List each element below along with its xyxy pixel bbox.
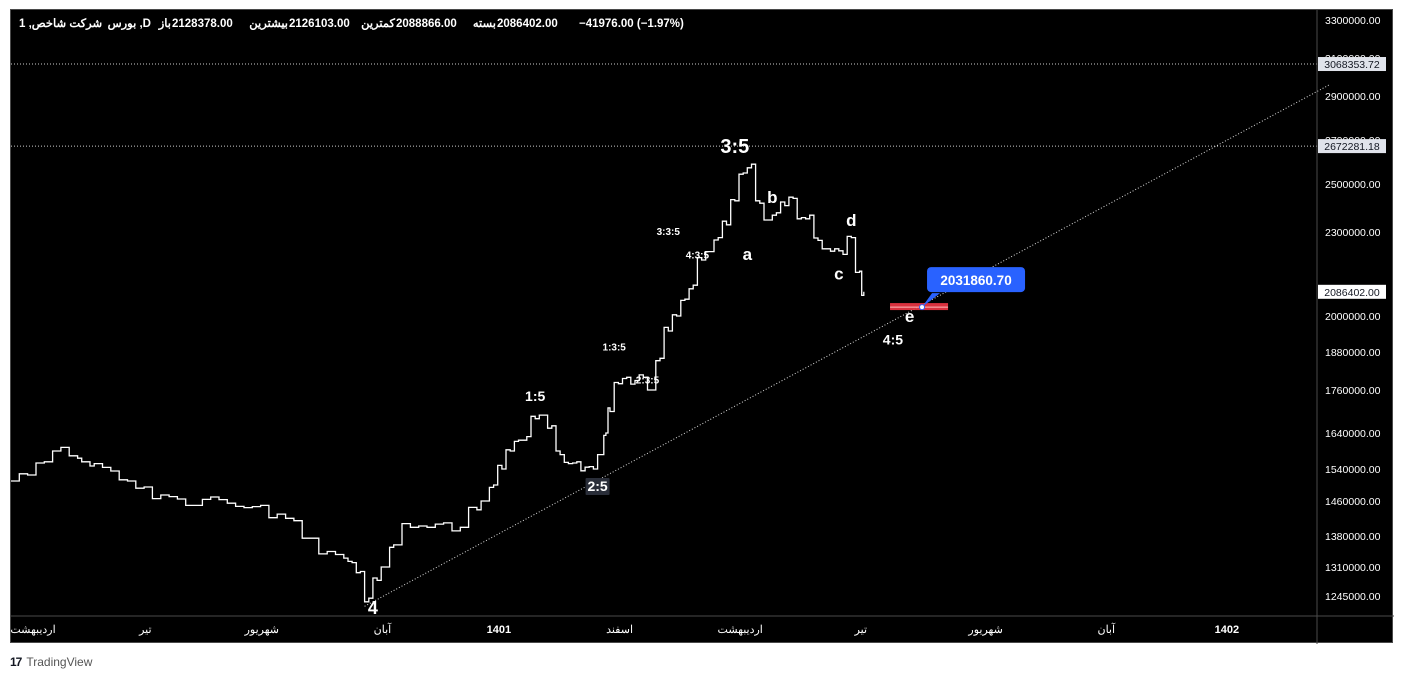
wave-label: 4:5 xyxy=(883,332,903,348)
legend-change: −41976.00 (−1.97%) xyxy=(579,18,684,30)
legend-close-value: 2086402.00 xyxy=(497,18,558,30)
y-axis-tick-label: 2300000.00 xyxy=(1325,227,1381,239)
wave-labels: 4 1:5 2:5 1:3:5 2:3:5 3:3:5 4:3:5 3:5 a b c d e4:5 xyxy=(368,136,914,618)
y-axis-tick-label: 1310000.00 xyxy=(1325,562,1381,574)
target-price-label: 2031860.70 xyxy=(940,273,1011,288)
y-axis-tick-label: 2900000.00 xyxy=(1325,91,1381,103)
x-axis-tick-label: تیر xyxy=(854,624,867,636)
x-axis[interactable]: اردیبهشت تیر شهریور آبان 1401 اسفند اردیبهشت تی… xyxy=(11,623,1239,636)
x-axis-tick-label: 1401 xyxy=(487,624,511,636)
legend-close-label: بسته xyxy=(473,18,496,30)
target-point xyxy=(919,304,926,311)
wave-label: 3:5 xyxy=(720,136,749,158)
price-series-layer xyxy=(11,163,865,603)
wave-label: 1:5 xyxy=(525,388,545,404)
level-price-tag xyxy=(1318,139,1386,154)
y-axis-tick-label: 2000000.00 xyxy=(1325,311,1381,323)
horizontal-levels xyxy=(11,63,1317,147)
x-axis-tick-label: تیر xyxy=(138,624,151,636)
wave-label: d xyxy=(846,211,856,230)
x-axis-tick-label: آبان xyxy=(374,623,392,636)
chart-legend: −41976.00 (−1.97%) 2086402.00 بسته 20888… xyxy=(19,17,684,31)
trendline-layer xyxy=(364,84,1330,607)
y-axis-tick-label: 3300000.00 xyxy=(1325,15,1381,27)
level-price-tag-label: 3068353.72 xyxy=(1324,59,1380,71)
wave-label: 1:3:5 xyxy=(603,343,627,354)
wave-label: e xyxy=(905,307,914,326)
legend-title: شرکت شاخص, 1 xyxy=(19,17,102,31)
legend-low-label: کمترین xyxy=(361,17,395,31)
y-axis-tick-label: 1880000.00 xyxy=(1325,347,1381,359)
level-price-tag xyxy=(1318,57,1386,72)
x-axis-tick-label: 1402 xyxy=(1215,624,1239,636)
legend-low-value: 2088866.00 xyxy=(396,18,457,30)
x-axis-tick-label: اردیبهشت xyxy=(718,624,763,636)
target-price-box xyxy=(927,267,1026,293)
y-axis-tick-label: 1380000.00 xyxy=(1325,531,1381,543)
wave-label: 4:3:5 xyxy=(686,251,710,262)
x-axis-tick-label: شهریور xyxy=(967,624,1002,636)
wave-label: 3:3:5 xyxy=(657,227,681,238)
legend-exchange: بورس ,D xyxy=(108,18,151,31)
chart-frame[interactable]: 4 1:5 2:5 1:3:5 2:3:5 3:3:5 4:3:5 3:5 a b c d e 4:5 2… xyxy=(10,9,1394,644)
y-axis[interactable]: 3100000.002700000.003300000.002900000.00… xyxy=(1318,15,1386,603)
last-price-tag xyxy=(1318,284,1386,299)
wave-label: 4 xyxy=(368,598,378,618)
y-axis-tick-label: 1760000.00 xyxy=(1325,385,1381,397)
legend-open-label: باز xyxy=(158,17,171,31)
y-axis-tick-label: 1245000.00 xyxy=(1325,591,1381,603)
tradingview-logo-icon: 17 xyxy=(10,655,22,669)
target-marker[interactable]: 2031860.70 xyxy=(890,267,1026,311)
wave-label: 2:5 xyxy=(587,478,607,494)
wave-label: c xyxy=(834,265,843,284)
x-axis-tick-label: شهریور xyxy=(244,624,279,636)
level-price-tag-label: 2672281.18 xyxy=(1324,141,1380,153)
wave-label: b xyxy=(767,188,777,207)
price-line xyxy=(11,163,865,603)
legend-high-label: بیشترین xyxy=(249,18,288,31)
y-axis-tick-label: 1640000.00 xyxy=(1325,428,1381,440)
x-axis-tick-label: اسفند xyxy=(606,624,633,636)
target-pointer xyxy=(922,293,941,308)
x-axis-tick-label: اردیبهشت xyxy=(11,624,56,636)
branding-footer[interactable]: 17 TradingView xyxy=(10,653,92,671)
wave-label-box xyxy=(585,478,610,495)
x-axis-tick-label: آبان xyxy=(1097,623,1115,636)
legend-high-value: 2126103.00 xyxy=(289,18,350,30)
wave-label: a xyxy=(743,245,753,264)
tradingview-brand-name: TradingView xyxy=(26,655,93,669)
wave-label: 2:3:5 xyxy=(636,376,660,387)
y-axis-tick-label: 2500000.00 xyxy=(1325,179,1381,191)
trendline xyxy=(364,84,1330,607)
y-axis-tick-label: 1540000.00 xyxy=(1325,464,1381,476)
legend-open-value: 2128378.00 xyxy=(172,18,233,30)
y-axis-tick-label: 1460000.00 xyxy=(1325,496,1381,508)
last-price-tag-label: 2086402.00 xyxy=(1324,287,1380,299)
price-chart[interactable]: 4 1:5 2:5 1:3:5 2:3:5 3:3:5 4:3:5 3:5 a b c d e4:5 2… xyxy=(11,10,1394,644)
